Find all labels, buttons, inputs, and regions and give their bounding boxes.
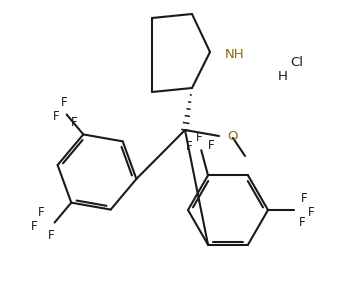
Text: F: F — [308, 206, 314, 219]
Text: F: F — [299, 216, 305, 230]
Text: F: F — [208, 139, 215, 152]
Text: Cl: Cl — [290, 56, 303, 68]
Text: F: F — [31, 220, 38, 233]
Text: F: F — [38, 206, 45, 219]
Text: O: O — [227, 130, 237, 143]
Text: F: F — [61, 96, 68, 109]
Text: F: F — [71, 116, 78, 129]
Text: F: F — [196, 131, 203, 144]
Text: NH: NH — [225, 47, 245, 60]
Text: F: F — [301, 192, 307, 206]
Text: H: H — [278, 71, 288, 84]
Text: F: F — [186, 140, 193, 153]
Text: F: F — [53, 110, 60, 123]
Text: F: F — [48, 229, 55, 242]
